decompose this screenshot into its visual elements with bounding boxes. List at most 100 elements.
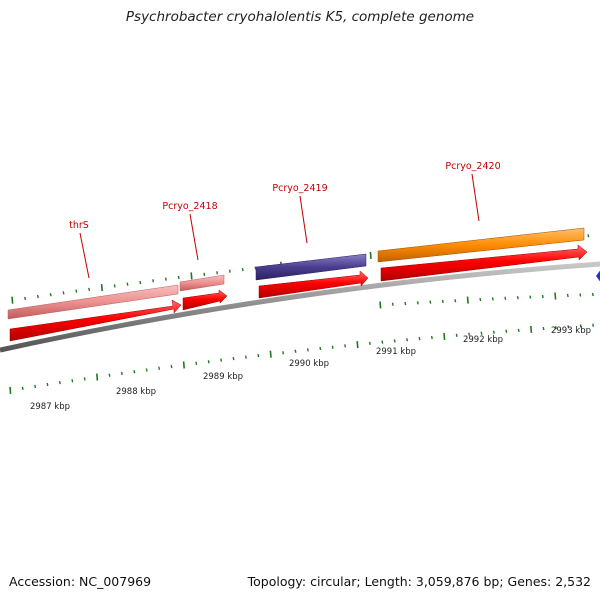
bottom-tick bbox=[530, 325, 533, 333]
bottom-tick bbox=[542, 326, 545, 331]
bottom-tick bbox=[294, 349, 297, 353]
outer-tick bbox=[254, 266, 257, 270]
inner-tick bbox=[479, 297, 482, 302]
outer-tick bbox=[177, 275, 180, 280]
outer-tick bbox=[24, 296, 27, 301]
bottom-tick bbox=[282, 351, 285, 355]
bottom-tick bbox=[418, 336, 421, 341]
label-line-pcryo-2418 bbox=[189, 213, 199, 261]
bottom-tick bbox=[455, 333, 458, 337]
bottom-tick bbox=[9, 386, 12, 394]
label-line-pcryo-2420 bbox=[471, 173, 480, 222]
outer-tick bbox=[216, 271, 219, 275]
outer-tick bbox=[203, 272, 206, 276]
bottom-tick bbox=[34, 384, 37, 389]
bottom-tick bbox=[46, 382, 49, 387]
outer-tick bbox=[88, 287, 91, 291]
bottom-tick bbox=[83, 377, 86, 381]
bottom-tick bbox=[195, 361, 198, 365]
bottom-tick bbox=[480, 331, 483, 335]
outer-tick bbox=[75, 289, 78, 293]
inner-tick bbox=[429, 300, 432, 304]
outer-tick bbox=[100, 284, 103, 292]
gene-bar-pcryo-2419[interactable] bbox=[255, 253, 367, 281]
outer-tick bbox=[62, 291, 65, 295]
outer-tick bbox=[11, 296, 14, 304]
gene-label-pcryo-2420: Pcryo_2420 bbox=[445, 161, 500, 172]
inner-tick bbox=[566, 293, 569, 298]
inner-tick bbox=[441, 299, 444, 304]
outer-tick bbox=[190, 272, 193, 280]
outer-tick bbox=[152, 279, 155, 283]
label-line-thrS bbox=[79, 232, 90, 279]
bottom-tick bbox=[21, 386, 24, 391]
kbp-label-2990: 2990 kbp bbox=[289, 359, 329, 369]
bottom-tick bbox=[393, 339, 396, 343]
bottom-tick bbox=[592, 323, 595, 327]
label-line-pcryo-2419 bbox=[299, 195, 308, 244]
kbp-label-2991: 2991 kbp bbox=[376, 347, 416, 357]
bottom-tick bbox=[58, 380, 61, 385]
bottom-tick bbox=[232, 356, 235, 361]
outer-tick bbox=[36, 294, 39, 299]
outer-tick bbox=[228, 269, 231, 273]
bottom-tick bbox=[567, 325, 570, 329]
bottom-tick bbox=[505, 329, 508, 333]
outer-tick bbox=[164, 277, 167, 281]
inner-tick bbox=[554, 292, 557, 300]
outer-tick bbox=[587, 234, 590, 238]
bottom-tick bbox=[269, 350, 272, 358]
cds-arrow-1[interactable] bbox=[9, 299, 182, 342]
inner-tick bbox=[404, 301, 407, 306]
inner-tick bbox=[504, 296, 507, 300]
bottom-tick bbox=[368, 341, 371, 346]
genome-summary-text: Topology: circular; Length: 3,059,876 bp… bbox=[247, 574, 591, 589]
kbp-label-2989: 2989 kbp bbox=[203, 372, 243, 382]
bottom-tick bbox=[306, 348, 309, 352]
inner-tick bbox=[379, 301, 382, 309]
bottom-tick bbox=[133, 370, 136, 374]
bottom-tick bbox=[430, 335, 433, 340]
bottom-tick bbox=[71, 379, 74, 383]
bottom-tick bbox=[257, 353, 260, 358]
cds-arrow-3[interactable] bbox=[258, 270, 369, 299]
outer-tick bbox=[241, 268, 244, 272]
bottom-tick-row bbox=[9, 323, 595, 394]
bottom-tick bbox=[145, 368, 148, 372]
cds-arrow-4[interactable] bbox=[380, 244, 588, 282]
outer-tick bbox=[49, 293, 52, 297]
outer-tick bbox=[126, 282, 129, 286]
bottom-tick bbox=[579, 324, 582, 328]
bottom-tick bbox=[492, 330, 495, 334]
bottom-tick bbox=[120, 371, 123, 376]
kbp-label-2993: 2993 kbp bbox=[551, 326, 591, 336]
bottom-tick bbox=[331, 345, 334, 349]
kbp-label-2987: 2987 kbp bbox=[30, 402, 70, 412]
inner-tick bbox=[491, 297, 494, 301]
gene-label-pcryo-2418: Pcryo_2418 bbox=[162, 201, 217, 212]
inner-tick bbox=[591, 292, 594, 297]
inner-tick bbox=[454, 299, 457, 303]
blue-feature-edge bbox=[596, 270, 600, 282]
bottom-tick bbox=[406, 338, 409, 342]
gene-bar-thrS[interactable] bbox=[7, 284, 179, 320]
cds-arrow-2[interactable] bbox=[182, 289, 228, 311]
genome-backbone bbox=[0, 261, 600, 353]
gene-bar-pcryo-2418[interactable] bbox=[179, 274, 225, 292]
bottom-tick bbox=[319, 346, 322, 351]
bottom-tick bbox=[158, 366, 161, 370]
gene-bar-pcryo-2420[interactable] bbox=[377, 227, 585, 263]
bottom-tick bbox=[207, 360, 210, 364]
bottom-tick bbox=[443, 332, 446, 340]
bottom-tick bbox=[517, 328, 520, 332]
inner-tick bbox=[391, 302, 394, 306]
bottom-tick bbox=[356, 341, 359, 349]
bottom-tick bbox=[468, 332, 471, 336]
bottom-tick bbox=[554, 326, 557, 330]
genome-title: Psychrobacter cryohalolentis K5, complet… bbox=[125, 9, 475, 25]
bottom-tick bbox=[244, 355, 247, 359]
kbp-label-2992: 2992 kbp bbox=[463, 335, 503, 345]
bottom-tick bbox=[108, 373, 111, 377]
bottom-tick bbox=[344, 344, 347, 348]
